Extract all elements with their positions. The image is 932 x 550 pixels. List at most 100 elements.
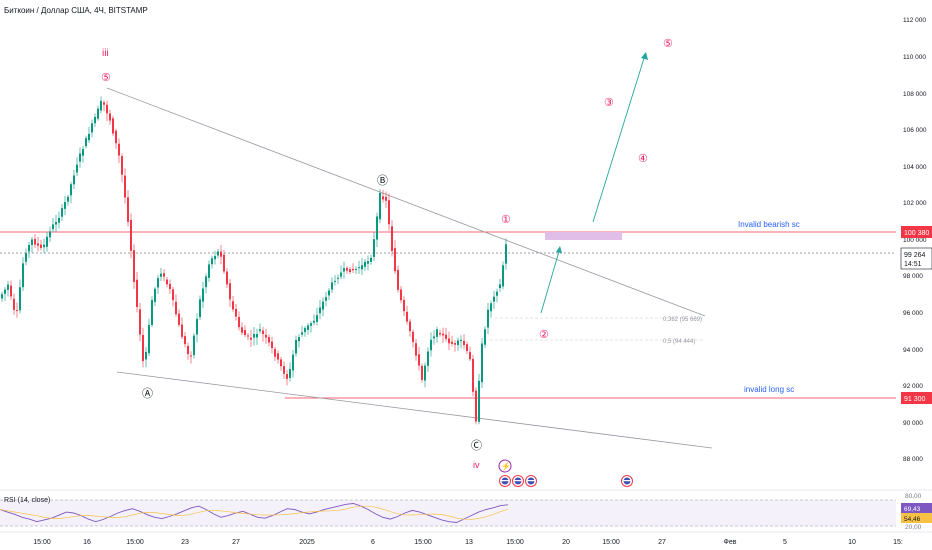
candle [175, 294, 177, 317]
candle [301, 325, 303, 338]
candle [463, 334, 465, 350]
candle [100, 96, 102, 114]
candle [166, 277, 168, 288]
candle [316, 307, 318, 326]
candle [400, 285, 402, 304]
candle [124, 168, 126, 204]
candle [457, 337, 459, 351]
us-flag-event-icon[interactable] [621, 475, 633, 487]
candle [163, 269, 165, 282]
candle [361, 257, 363, 276]
time-tick-label: 27 [232, 539, 240, 546]
candle [277, 350, 279, 364]
candle [502, 261, 504, 290]
price-axis[interactable]: 112 000 110 000 108 000 106 000 104 000 102 0… [903, 17, 927, 463]
candle [58, 211, 60, 229]
upper-trendline[interactable] [106, 87, 706, 317]
candle [148, 318, 150, 357]
candle [376, 212, 378, 248]
candlestick-series[interactable] [1, 96, 507, 425]
time-tick-label: 6 [371, 539, 375, 546]
candle [16, 302, 18, 318]
lightning-event-icon[interactable]: ⚡ [498, 459, 512, 473]
candle [223, 250, 225, 274]
candle [139, 302, 141, 342]
candle [61, 204, 63, 221]
rsi-title: RSI (14, close) [4, 497, 50, 504]
candle [505, 238, 507, 270]
candle [343, 261, 345, 279]
time-tick-label: Фев [724, 539, 737, 546]
economic-events[interactable] [499, 475, 633, 487]
candle [475, 387, 477, 425]
projection-arrow-2[interactable] [592, 52, 648, 223]
candle [307, 323, 309, 335]
svg-text:14:51: 14:51 [904, 261, 922, 268]
candle [94, 113, 96, 128]
us-flag-event-icon[interactable] [512, 475, 524, 487]
candle [208, 260, 210, 282]
price-tick-label: 108 000 [903, 91, 927, 98]
fib-5-label: 0,5 (94 444) [663, 339, 695, 345]
candle [151, 296, 153, 328]
candle [409, 318, 411, 337]
candle [271, 336, 273, 354]
us-flag-event-icon[interactable] [499, 475, 511, 487]
candle [181, 317, 183, 340]
price-tick-label: 94 000 [903, 347, 923, 354]
candle [325, 291, 327, 307]
candle [406, 305, 408, 325]
candle [358, 260, 360, 274]
candle [238, 311, 240, 331]
candle [436, 326, 438, 343]
candle [217, 249, 219, 259]
candle [394, 240, 396, 274]
proj-wave-1-label: ① [501, 214, 511, 226]
candle [10, 280, 12, 300]
candle [85, 135, 87, 149]
candle [46, 232, 48, 252]
candle [427, 347, 429, 372]
invalid-long-label: invalid long sc [744, 385, 794, 394]
rsi-value-tag: 69,43 [901, 503, 932, 513]
candle [478, 373, 480, 425]
wave-a-label: Ⓐ [142, 387, 153, 400]
candle [211, 255, 213, 269]
candle [328, 287, 330, 301]
candle [496, 288, 498, 303]
proj-wave-2-label: ② [539, 329, 549, 341]
target-zone[interactable] [545, 232, 622, 240]
candle [340, 265, 342, 280]
fib-382-label: 0,382 (95 669) [663, 317, 702, 323]
candle [445, 327, 447, 342]
candle [322, 297, 324, 317]
invalid-bearish-label: Invalid bearish sc [738, 220, 800, 229]
candle [403, 296, 405, 317]
us-flag-event-icon[interactable] [525, 475, 537, 487]
candle [460, 335, 462, 349]
time-axis[interactable]: 15:00 16 15:00 23 27 2025 6 15:00 13 15:00 20 15:00… [33, 539, 903, 546]
candle [412, 329, 414, 348]
wave-c-label: Ⓒ [471, 439, 482, 452]
candle [247, 332, 249, 341]
candle [334, 275, 336, 286]
candle [370, 254, 372, 265]
candle [40, 239, 42, 251]
candle [256, 328, 258, 345]
candle [184, 332, 186, 348]
time-tick-label: 16 [83, 539, 91, 546]
rsi-line[interactable] [0, 503, 509, 523]
lower-trendline[interactable] [116, 371, 713, 449]
candle [244, 325, 246, 337]
proj-wave-3-label: ③ [604, 97, 614, 109]
candle [346, 265, 348, 274]
candle [424, 362, 426, 388]
projection-arrow-1[interactable] [540, 246, 562, 314]
candle [214, 250, 216, 265]
candle [97, 105, 99, 121]
current-price-tag: 99 264 14:51 [900, 247, 932, 270]
price-tick-label: 100 000 [903, 237, 927, 244]
price-tick-label: 96 000 [903, 310, 923, 317]
candle [55, 214, 57, 233]
